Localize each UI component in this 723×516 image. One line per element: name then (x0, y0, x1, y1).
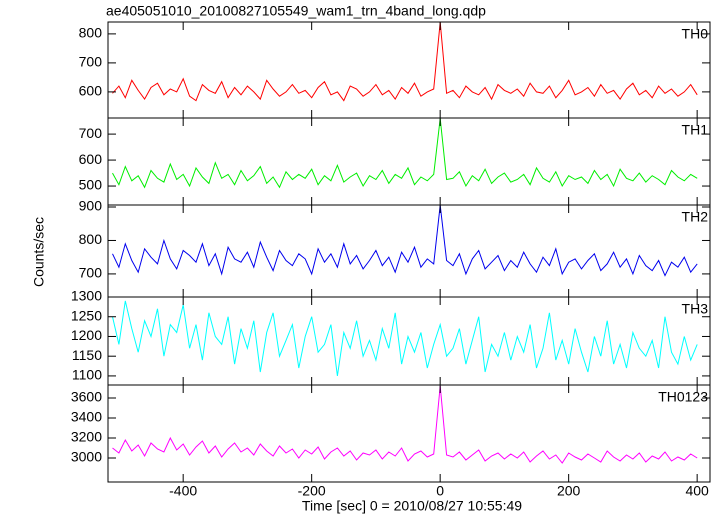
y-tick-label: 1250 (71, 307, 102, 323)
y-tick-label: 3000 (71, 449, 102, 465)
light-curve (112, 205, 698, 277)
x-tick-label: 0 (436, 483, 444, 499)
panel-label: TH3 (682, 301, 709, 317)
y-tick-label: 3200 (71, 429, 102, 445)
y-axis-label: Counts/sec (31, 217, 47, 287)
y-tick-label: 900 (79, 198, 103, 214)
y-tick-label: 800 (79, 25, 103, 41)
light-curve (112, 385, 698, 464)
y-tick-label: 700 (79, 265, 103, 281)
y-tick-label: 3600 (71, 389, 102, 405)
x-tick-label: 200 (557, 483, 581, 499)
y-tick-label: 1300 (71, 288, 102, 304)
light-curve (112, 22, 698, 102)
panel-label: TH2 (682, 209, 709, 225)
chart-title: ae405051010_20100827105549_wam1_trn_4ban… (106, 3, 486, 19)
panel-frame (107, 117, 711, 206)
y-tick-label: 600 (79, 151, 103, 167)
light-curve (112, 118, 698, 189)
x-tick-label: -400 (169, 483, 197, 499)
panel-label: TH0123 (658, 389, 708, 405)
x-axis-label: Time [sec] 0 = 2010/08/27 10:55:49 (302, 498, 522, 514)
panel-frame (107, 296, 711, 386)
x-tick-label: -200 (298, 483, 326, 499)
panel-frame (107, 384, 711, 483)
y-tick-label: 500 (79, 177, 103, 193)
panel-label: TH1 (682, 122, 709, 138)
x-tick-label: 400 (685, 483, 709, 499)
panel-label: TH0 (682, 26, 709, 42)
y-tick-label: 3400 (71, 409, 102, 425)
y-tick-label: 1100 (72, 367, 102, 383)
y-tick-label: 1150 (72, 347, 102, 363)
y-tick-label: 800 (79, 231, 103, 247)
y-tick-label: 600 (79, 83, 103, 99)
y-tick-label: 1200 (71, 327, 102, 343)
y-tick-label: 700 (79, 54, 103, 70)
light-curve (112, 300, 698, 376)
panel-frame (107, 21, 711, 119)
panel-frame (107, 204, 711, 298)
y-tick-label: 700 (79, 125, 103, 141)
